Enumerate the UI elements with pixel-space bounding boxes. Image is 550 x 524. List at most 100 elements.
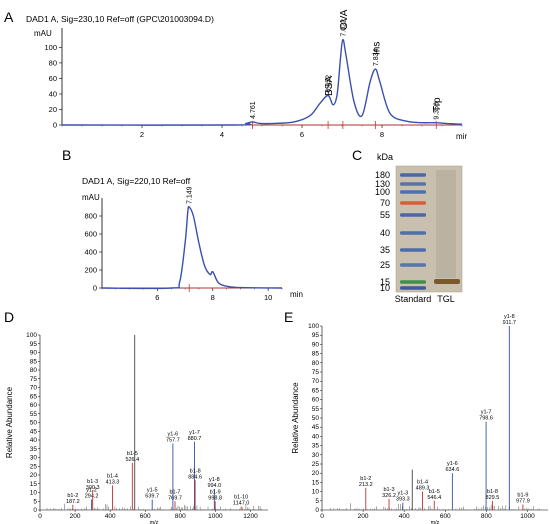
- peak-ion-label: y1-8: [209, 477, 220, 483]
- y-tick-label: 70: [30, 385, 38, 392]
- y-tick-label: 75: [312, 369, 320, 376]
- peak-mz-label: 639.7: [145, 494, 159, 500]
- ladder-band: [400, 173, 426, 177]
- y-tick-label: 20: [312, 470, 320, 477]
- gel-border: [395, 165, 463, 293]
- peak-ion-label: y1-7: [481, 410, 492, 416]
- tgl-band: [434, 279, 460, 284]
- y-tick-label: 5: [315, 498, 319, 505]
- y-tick-label: 800: [84, 212, 97, 221]
- y-tick-label: 80: [312, 360, 320, 367]
- y-axis-label: mAU: [82, 193, 100, 202]
- y-tick-label: 85: [312, 351, 320, 358]
- x-axis-label: m/z: [150, 520, 159, 524]
- y-tick-label: 30: [312, 452, 320, 459]
- y-tick-label: 55: [312, 406, 320, 413]
- y-tick-label: 55: [30, 411, 38, 418]
- y-tick-label: 100: [44, 43, 57, 52]
- peak-ion-label: y1-7: [189, 430, 200, 436]
- peak-mz-label: 326.2: [382, 493, 396, 499]
- y-tick-label: 15: [312, 479, 320, 486]
- peak-mz-label: 757.7: [166, 438, 180, 444]
- y-tick-label: 65: [312, 387, 320, 394]
- peak-rt-label: 7.149: [187, 186, 194, 204]
- kda-marker-label: 55: [380, 210, 390, 220]
- x-tick-label: 8: [380, 130, 384, 139]
- y-tick-label: 0: [315, 507, 319, 514]
- peak-ion-label: b1-2: [360, 476, 371, 482]
- kda-marker-label: 35: [380, 245, 390, 255]
- x-tick-label: 600: [140, 513, 151, 520]
- ladder-band: [400, 201, 426, 205]
- y-tick-label: 65: [30, 393, 38, 400]
- kda-marker-label: 25: [380, 260, 390, 270]
- compound-label: Trp: [432, 97, 443, 112]
- peak-mz-label: 911.7: [503, 320, 516, 326]
- chromatogram-trace: [61, 38, 463, 126]
- y-tick-label: 15: [30, 481, 38, 488]
- kda-marker-label: 15: [380, 277, 390, 287]
- peak-ion-label: y1-6: [447, 461, 458, 467]
- chromatogram-trace: [101, 205, 283, 290]
- x-axis-label: m/z: [431, 520, 440, 524]
- panel-letter-a: A: [4, 9, 14, 25]
- kda-marker-label: 180: [375, 170, 390, 180]
- peak-mz-label: 187.2: [66, 499, 80, 505]
- peak-rt-label: 9.356: [434, 102, 441, 120]
- y-tick-label: 600: [84, 230, 97, 239]
- y-tick-label: 80: [30, 367, 38, 374]
- y-tick-label: 50: [30, 420, 38, 427]
- x-tick-label: 200: [70, 513, 81, 520]
- x-tick-label: 800: [481, 513, 492, 520]
- peak-rt-label: 6.652: [326, 75, 333, 93]
- ladder-band: [400, 231, 426, 235]
- y-tick-label: 10: [30, 490, 38, 497]
- y-tick-label: 5: [33, 498, 37, 505]
- kda-marker-label: 70: [380, 198, 390, 208]
- y-tick-label: 30: [30, 455, 38, 462]
- panel-letter-c: C: [352, 147, 362, 163]
- ladder-band: [400, 263, 426, 267]
- ladder-band: [400, 190, 426, 194]
- chart-title: DAD1 A, Sig=220,10 Ref=off: [82, 176, 191, 186]
- kda-marker-label: 40: [380, 228, 390, 238]
- peak-ion-label: b1-5: [429, 489, 440, 495]
- peak-mz-label: 526.4: [125, 457, 139, 463]
- y-axis-label: Relative Abundance: [5, 386, 14, 458]
- peak-mz-label: 998.8: [208, 495, 222, 501]
- x-tick-label: 400: [105, 513, 116, 520]
- x-tick-label: 600: [440, 513, 451, 520]
- panel-e-ms-spectrum: 0 5 10 15 20 25 30 35 40 45 50 55 60 65 70 75 80 85 90 95 10…: [291, 314, 548, 524]
- y-tick-label: 60: [49, 74, 57, 83]
- y-tick-label: 25: [30, 463, 38, 470]
- peak-mz-label: 393.3: [396, 497, 410, 503]
- lane-label: Standard: [395, 294, 432, 304]
- kda-label: kDa: [377, 152, 393, 162]
- peak-ion-label: b1-8: [190, 468, 201, 474]
- kda-marker-label: 100: [375, 187, 390, 197]
- y-tick-label: 40: [312, 433, 320, 440]
- peak-mz-label: 546.4: [427, 495, 441, 501]
- peak-ion-label: y1-5: [147, 488, 158, 494]
- x-tick-label: 2: [140, 130, 144, 139]
- peak-ion-label: b1-5: [127, 451, 138, 457]
- y-tick-label: 20: [49, 105, 57, 114]
- x-tick-label: 1000: [208, 513, 223, 520]
- peak-mz-label: 634.6: [445, 467, 459, 473]
- y-tick-label: 75: [30, 376, 38, 383]
- y-tick-label: 100: [26, 332, 37, 339]
- x-tick-label: 200: [358, 513, 369, 520]
- x-tick-label: 800: [175, 513, 186, 520]
- tgl-lane-smear: [436, 170, 456, 278]
- panel-letter-d: D: [4, 309, 14, 325]
- ladder-band: [400, 213, 426, 217]
- x-axis-label: mir: [456, 132, 467, 141]
- peak-mz-label: 880.7: [188, 436, 202, 442]
- y-axis-label: mAU: [34, 29, 52, 38]
- x-tick-label: 6: [155, 293, 159, 302]
- peak-ion-label: y1-2: [86, 488, 97, 494]
- peak-mz-label: 294.2: [85, 494, 99, 500]
- panel-letter-b: B: [62, 147, 71, 163]
- peak-mz-label: 977.9: [516, 498, 530, 504]
